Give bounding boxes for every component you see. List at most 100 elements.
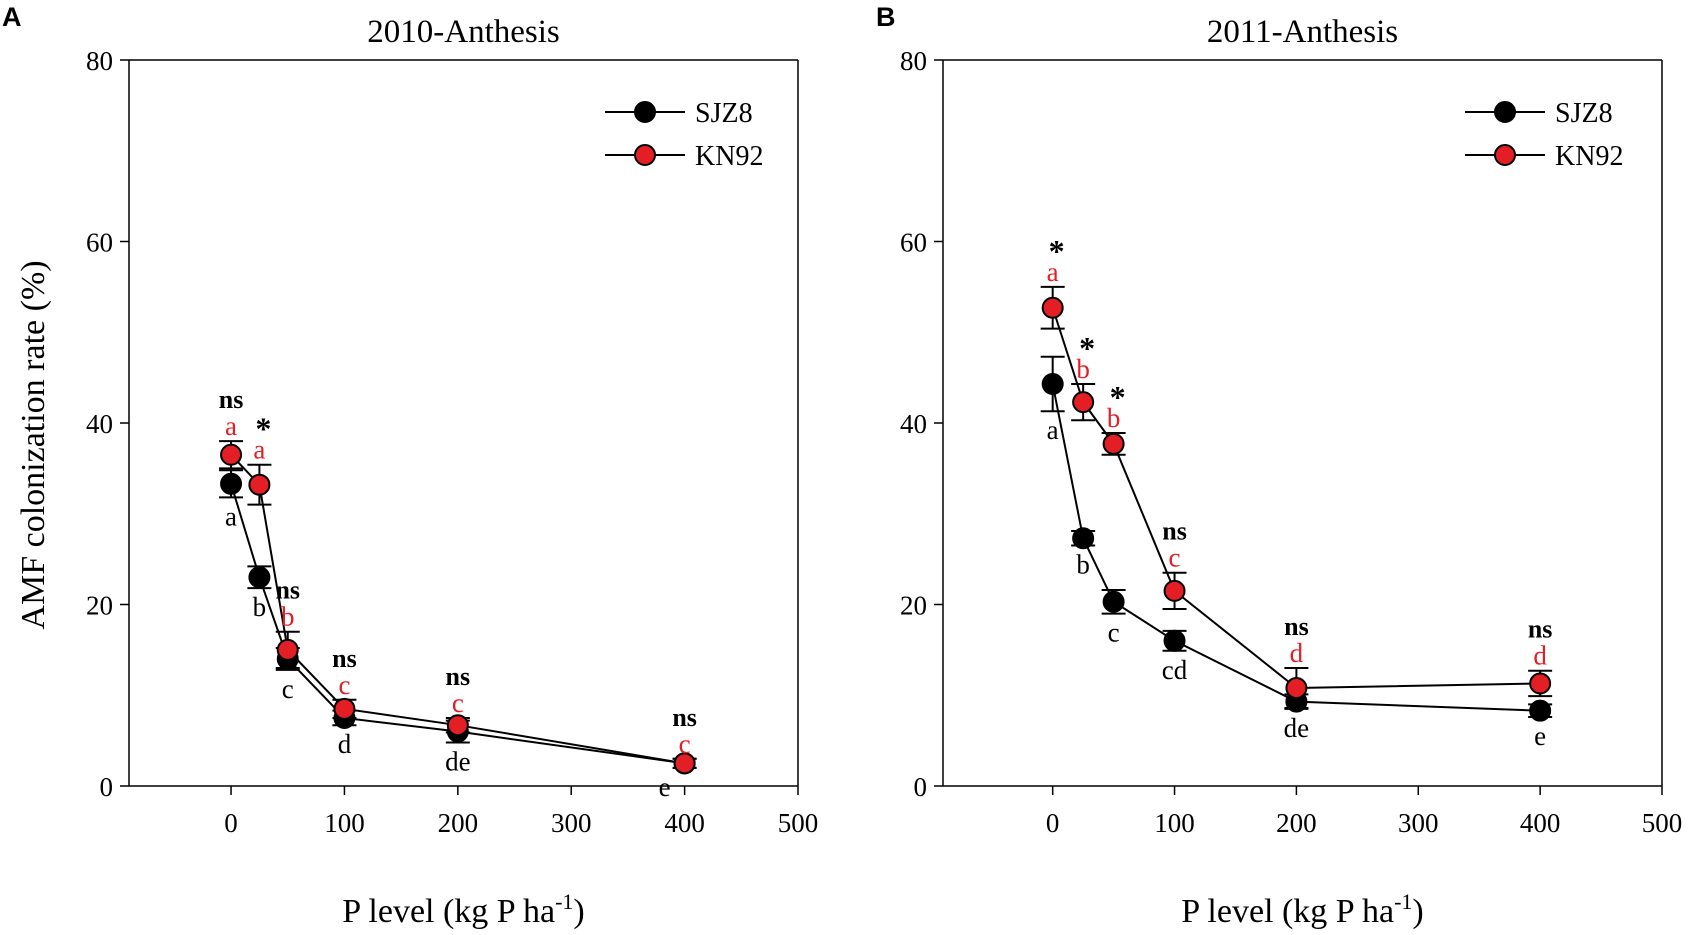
- x-axis-label-sup: -1: [1394, 889, 1412, 914]
- kn92-letter: b: [1076, 354, 1090, 384]
- x-axis-label: P level (kg P ha-1): [342, 889, 584, 930]
- x-axis-label-sup: -1: [555, 889, 573, 914]
- chart-title: 2010-Anthesis: [367, 14, 560, 50]
- x-axis-label-end: ): [573, 893, 584, 930]
- kn92-letter: c: [1169, 543, 1181, 573]
- x-tick-label: 100: [324, 808, 365, 838]
- significance-marker: ns: [1162, 517, 1187, 546]
- data-point-kn92: [276, 638, 299, 661]
- data-point-sjz8: [1163, 629, 1186, 652]
- data-point-kn92: [248, 473, 271, 496]
- legend-marker-kn92: [1494, 144, 1516, 166]
- significance-marker: ns: [446, 662, 471, 691]
- data-point-sjz8: [1529, 699, 1552, 722]
- significance-marker: *: [1110, 379, 1126, 415]
- significance-marker: ns: [1528, 615, 1553, 644]
- x-tick-label: 0: [1046, 808, 1060, 838]
- sjz8-letter: a: [225, 501, 237, 531]
- kn92-letter: b: [281, 602, 295, 632]
- legend-label-kn92: KN92: [695, 141, 763, 172]
- panel-letter-a: A: [2, 2, 22, 32]
- x-tick-label: 0: [224, 808, 238, 838]
- data-point-kn92: [220, 443, 243, 466]
- sjz8-letter: c: [1108, 618, 1120, 648]
- sjz8-letter: e: [659, 772, 671, 802]
- x-tick-label: 500: [1642, 808, 1683, 838]
- y-tick-label: 80: [86, 46, 113, 76]
- significance-marker: ns: [672, 703, 697, 732]
- y-tick-label: 80: [900, 46, 927, 76]
- x-tick-label: 500: [778, 808, 819, 838]
- data-point-kn92: [1285, 676, 1308, 699]
- kn92-letter: a: [1047, 257, 1059, 287]
- sjz8-letter: a: [1047, 415, 1059, 445]
- data-point-sjz8: [248, 566, 271, 589]
- kn92-letter: a: [225, 411, 237, 441]
- sjz8-letter: b: [253, 592, 267, 622]
- x-axis-label-main: P level (kg P ha: [342, 893, 555, 930]
- data-point-kn92: [333, 697, 356, 720]
- legend-marker-kn92: [634, 144, 656, 166]
- data-point-kn92: [1072, 391, 1095, 414]
- series-line-kn92: [1051, 307, 1541, 689]
- y-axis-label: AMF colonization rate (%): [15, 260, 52, 629]
- y-tick-label: 20: [86, 591, 113, 621]
- x-tick-label: 200: [1276, 808, 1317, 838]
- y-tick-label: 0: [914, 772, 928, 802]
- x-tick-label: 200: [438, 808, 479, 838]
- kn92-letter: c: [452, 688, 464, 718]
- y-tick-label: 40: [86, 409, 113, 439]
- legend-marker-sjz8: [634, 101, 656, 123]
- kn92-letter: d: [1290, 638, 1304, 668]
- series-line-sjz8: [1051, 383, 1541, 712]
- y-tick-label: 0: [100, 772, 114, 802]
- x-tick-label: 100: [1154, 808, 1195, 838]
- sjz8-letter: e: [1534, 721, 1546, 751]
- sjz8-letter: cd: [1162, 655, 1188, 685]
- panel-letter-b: B: [876, 2, 896, 32]
- significance-marker: *: [1049, 233, 1065, 269]
- kn92-letter: d: [1533, 641, 1547, 671]
- data-point-sjz8: [220, 472, 243, 495]
- x-tick-label: 300: [551, 808, 592, 838]
- x-axis-label-main: P level (kg P ha: [1181, 893, 1394, 930]
- series-line-sjz8: [230, 483, 685, 765]
- x-axis-label-end: ): [1412, 893, 1423, 930]
- data-point-kn92: [1041, 296, 1064, 319]
- legend-marker-sjz8: [1494, 101, 1516, 123]
- x-tick-label: 400: [664, 808, 705, 838]
- kn92-letter: b: [1107, 403, 1121, 433]
- sjz8-letter: de: [445, 746, 471, 776]
- x-tick-label: 300: [1398, 808, 1439, 838]
- y-tick-label: 20: [900, 591, 927, 621]
- data-point-kn92: [673, 752, 696, 775]
- kn92-letter: c: [679, 729, 691, 759]
- chart-title: 2011-Anthesis: [1207, 14, 1398, 50]
- significance-marker: ns: [219, 385, 244, 414]
- x-tick-label: 400: [1520, 808, 1561, 838]
- data-point-kn92: [1163, 579, 1186, 602]
- legend-label-sjz8: SJZ8: [1555, 98, 1613, 129]
- data-point-kn92: [446, 714, 469, 737]
- y-tick-label: 60: [86, 228, 113, 258]
- y-tick-label: 40: [900, 409, 927, 439]
- significance-marker: ns: [275, 576, 300, 605]
- legend-label-kn92: KN92: [1555, 141, 1623, 172]
- significance-marker: *: [1079, 330, 1095, 366]
- sjz8-letter: b: [1076, 550, 1090, 580]
- sjz8-letter: d: [338, 729, 352, 759]
- y-tick-label: 60: [900, 228, 927, 258]
- kn92-letter: c: [338, 670, 350, 700]
- data-point-sjz8: [1041, 372, 1064, 395]
- significance-marker: ns: [332, 644, 357, 673]
- x-axis-label: P level (kg P ha-1): [1181, 889, 1423, 930]
- sjz8-letter: de: [1284, 713, 1310, 743]
- data-point-sjz8: [1102, 590, 1125, 613]
- data-point-kn92: [1529, 672, 1552, 695]
- data-point-sjz8: [1072, 527, 1095, 550]
- significance-marker: ns: [1284, 612, 1309, 641]
- panel-b: B 2011-Anthesis 0 20 40 60 80 0 100 200 300 400 500…: [876, 2, 1682, 930]
- legend-label-sjz8: SJZ8: [695, 98, 753, 129]
- data-point-kn92: [1102, 432, 1125, 455]
